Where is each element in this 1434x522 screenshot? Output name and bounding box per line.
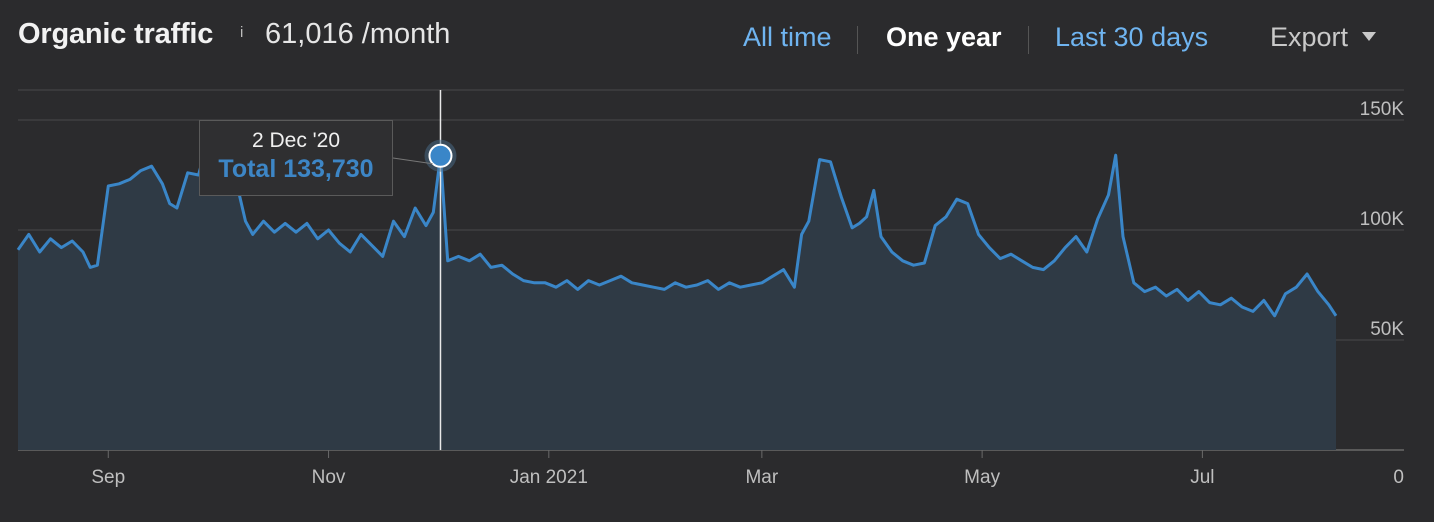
tooltip-connector	[392, 157, 433, 165]
period-all-time-button[interactable]: All time	[743, 22, 832, 52]
traffic-metric: 61,016 /month	[265, 18, 451, 50]
highlight-point	[428, 143, 453, 168]
caret-down-icon	[1362, 32, 1377, 42]
tooltip-date: 2 Dec '20	[251, 129, 341, 152]
x-tick-label: Mar	[745, 467, 778, 488]
page-title: Organic traffic	[18, 18, 214, 50]
y-tick-label: 150K	[1360, 99, 1405, 120]
y-axis-labels: 150K 100K 50K 0	[1360, 99, 1405, 488]
period-one-year-button[interactable]: One year	[886, 22, 1002, 52]
y-tick-label: 50K	[1370, 319, 1404, 340]
period-separator	[1028, 26, 1029, 54]
period-separator	[857, 26, 858, 54]
period-last-30-days-button[interactable]: Last 30 days	[1055, 22, 1209, 52]
chart-header: Organic traffic i 61,016 /month All time…	[0, 0, 1434, 80]
x-tick-label: May	[964, 467, 1000, 488]
x-axis-labels: Sep Nov Jan 2021 Mar May Jul	[91, 467, 1214, 488]
export-label: Export	[1270, 22, 1349, 52]
x-tick-label: Sep	[91, 467, 125, 488]
y-tick-label: 0	[1393, 467, 1404, 488]
x-tick-label: Nov	[312, 467, 346, 488]
info-icon[interactable]: i	[240, 24, 244, 41]
x-tick-label: Jul	[1190, 467, 1214, 488]
x-tick-label: Jan 2021	[510, 467, 588, 488]
tooltip-value: Total 133,730	[218, 155, 374, 183]
y-tick-label: 100K	[1360, 209, 1405, 230]
export-button[interactable]: Export	[1270, 22, 1377, 53]
traffic-area	[18, 135, 1336, 450]
chart-tooltip: 2 Dec '20 Total 133,730	[199, 120, 393, 196]
